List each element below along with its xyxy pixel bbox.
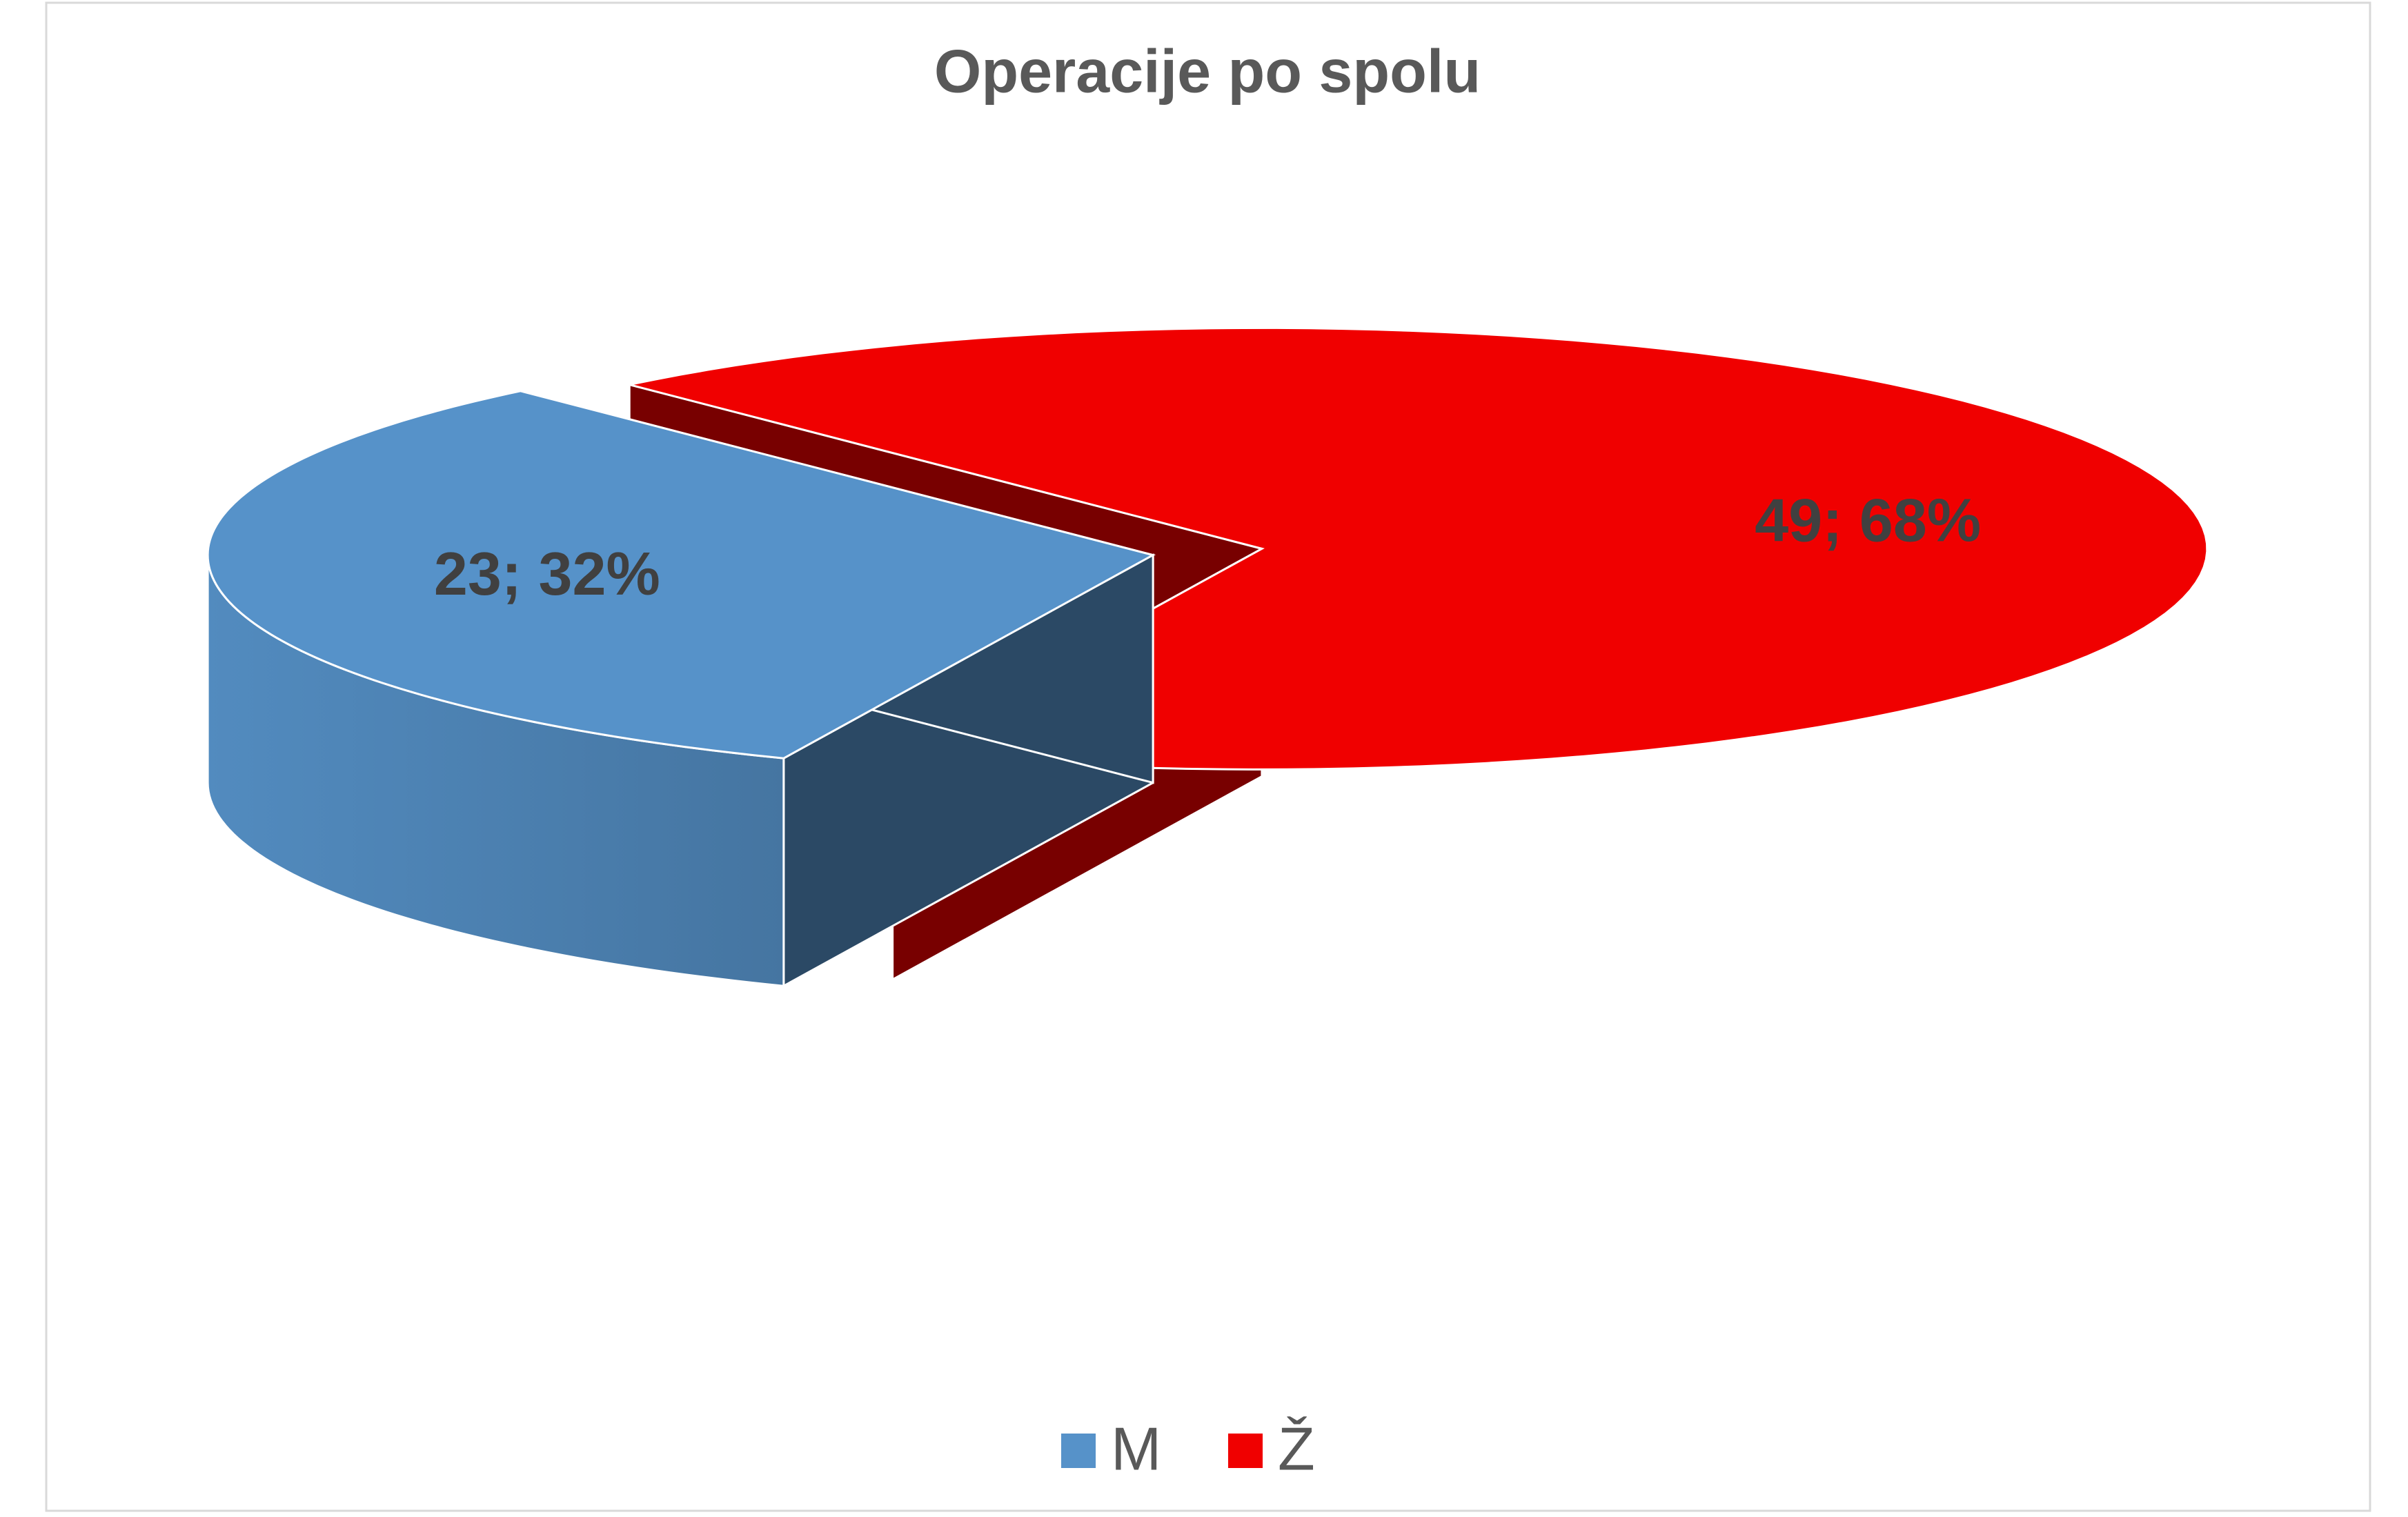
legend-label: Ž xyxy=(1278,1414,1315,1483)
slice-top xyxy=(206,390,1156,760)
slice xyxy=(206,389,1156,988)
slice-top xyxy=(629,326,2209,771)
chart-title: Operacije po spolu xyxy=(934,37,1481,105)
data-label: 23; 32% xyxy=(434,539,660,608)
data-label: 49; 68% xyxy=(1755,486,1981,554)
legend-swatch xyxy=(1061,1434,1096,1468)
legend-swatch xyxy=(1228,1434,1263,1468)
legend-label: M xyxy=(1111,1414,1161,1483)
